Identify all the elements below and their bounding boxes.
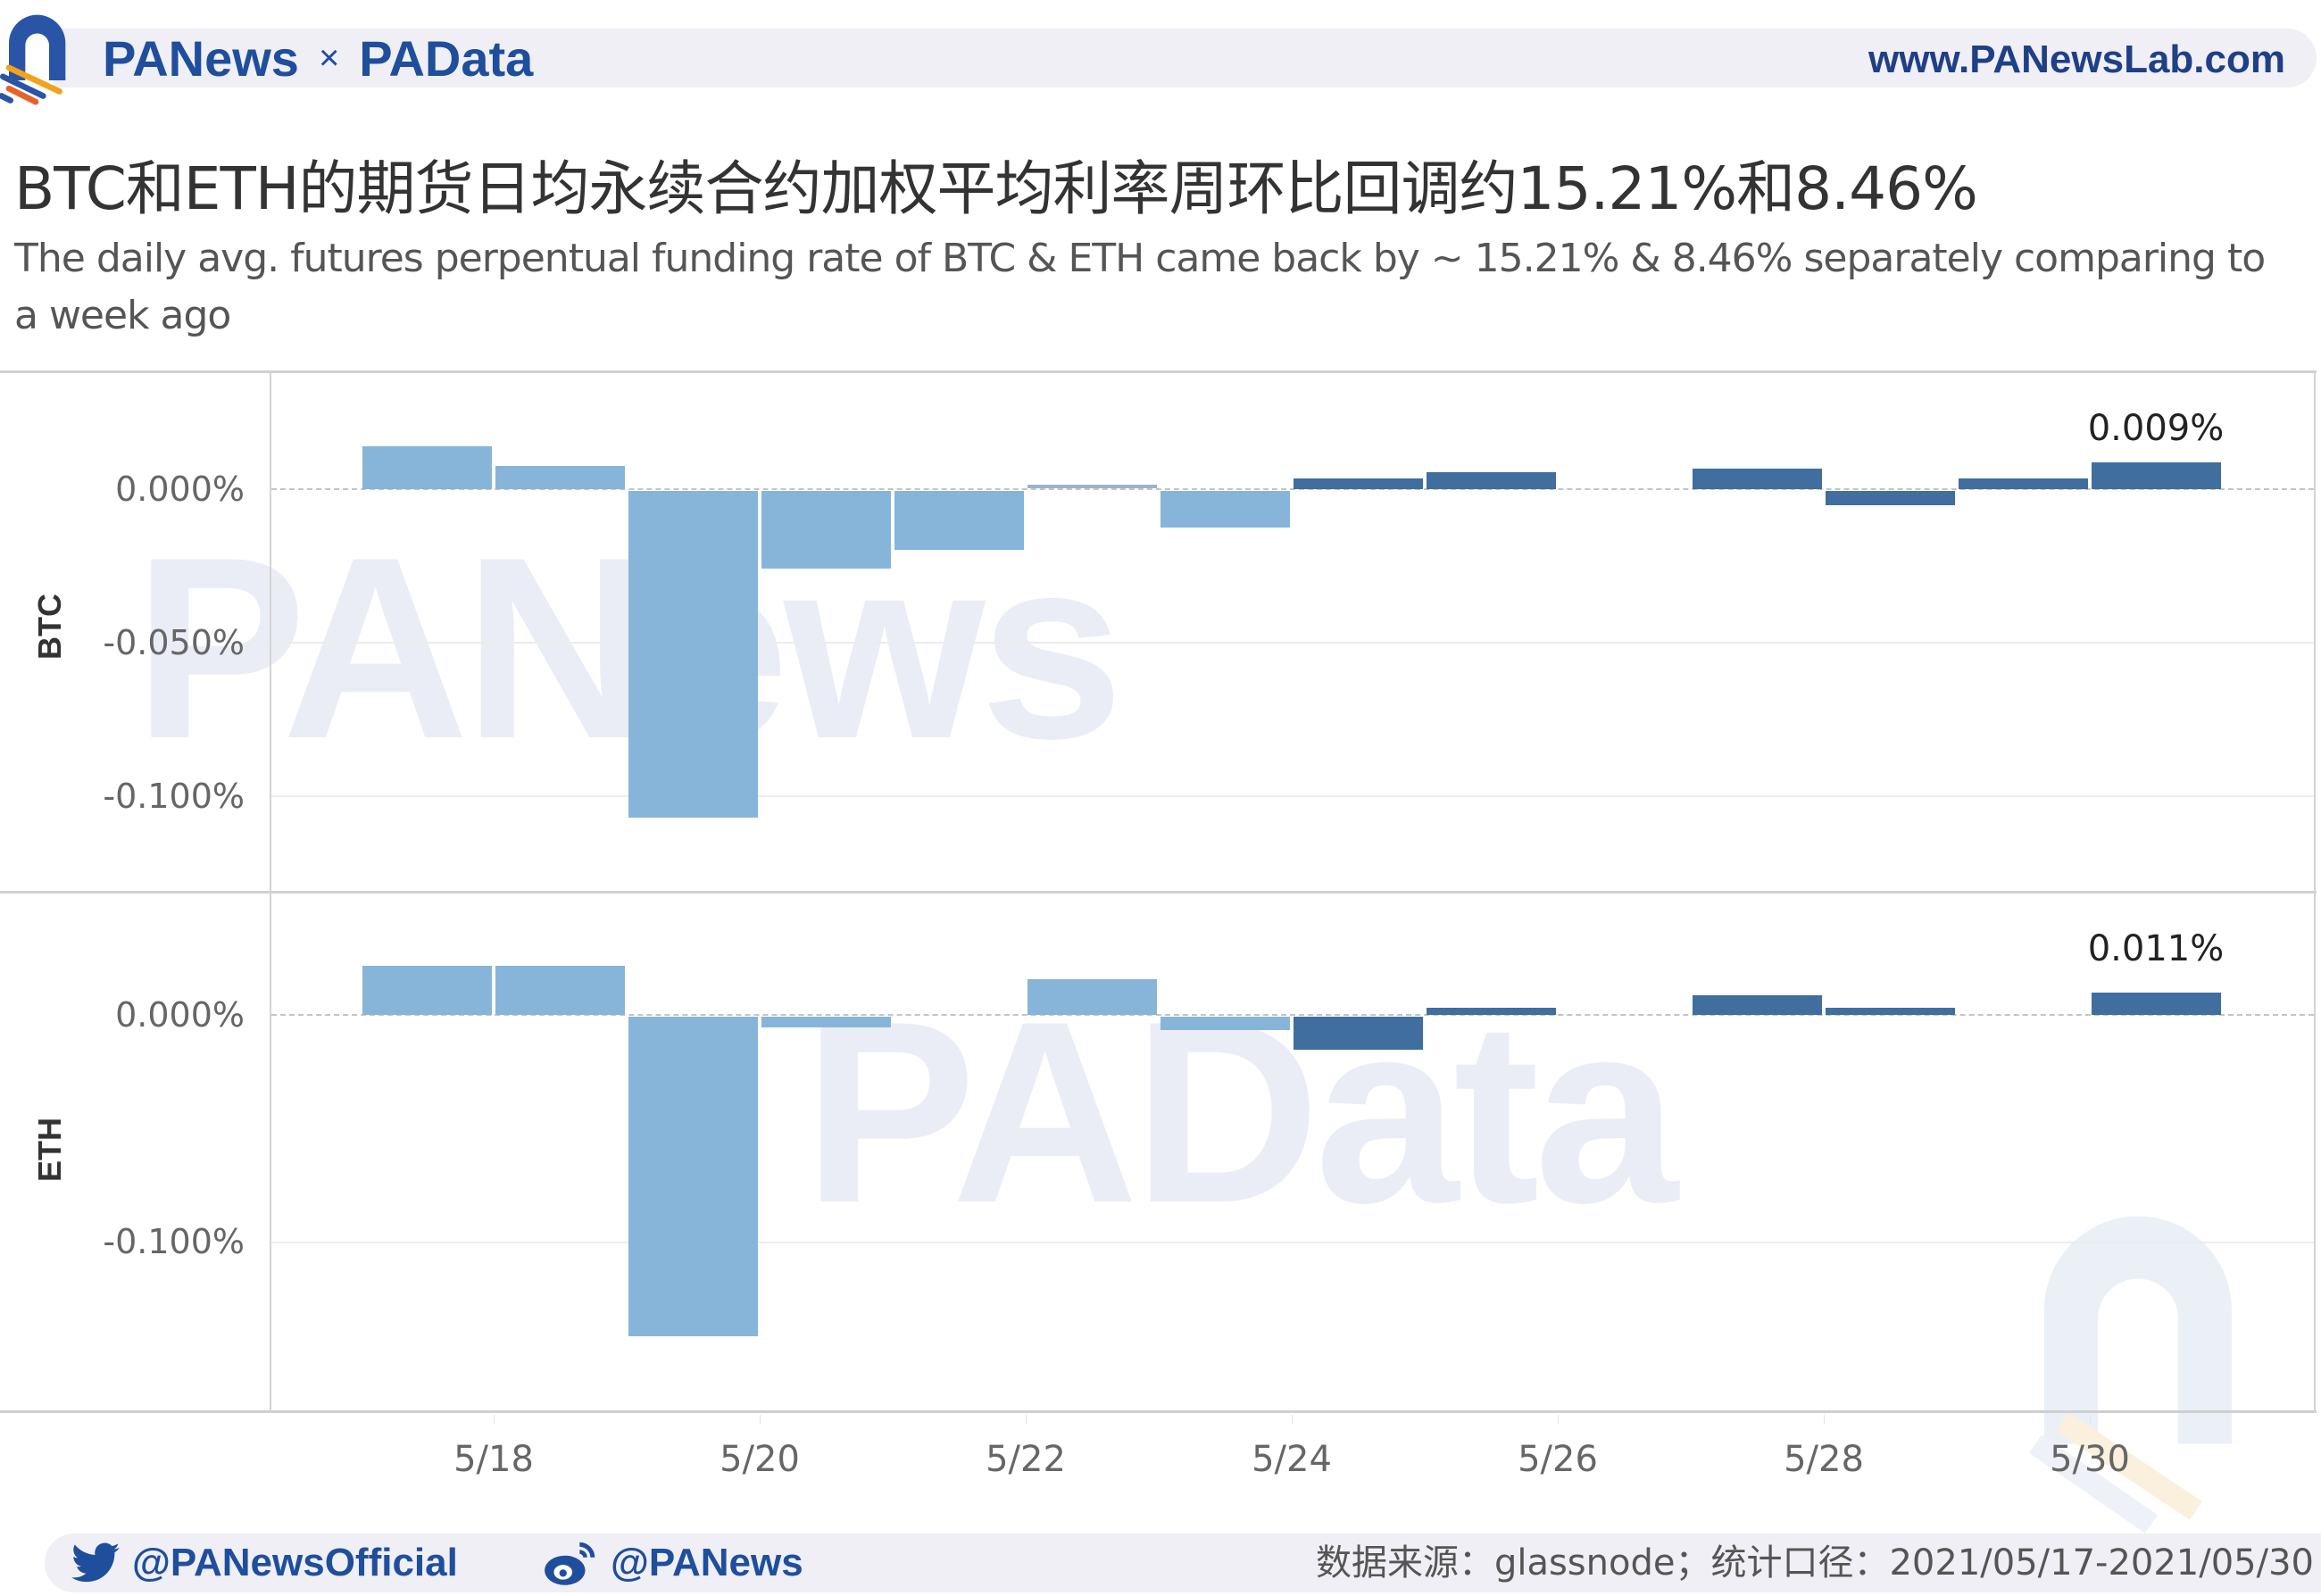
brand-title: PANews × PAData bbox=[103, 27, 533, 89]
xtick-mark-0522 bbox=[1026, 1415, 1027, 1424]
eth-last-value-label: 0.011% bbox=[2087, 928, 2225, 969]
btc-axis-label: BTC bbox=[31, 594, 68, 660]
xtick-mark-0520 bbox=[760, 1415, 761, 1424]
weibo-handle-text: @PANews bbox=[611, 1541, 803, 1584]
btc-bar-0517[interactable] bbox=[362, 446, 492, 489]
weibo-handle[interactable]: @PANews bbox=[543, 1534, 803, 1592]
twitter-handle-text: @PANewsOfficial bbox=[132, 1541, 458, 1584]
panel-top-border bbox=[0, 370, 2317, 373]
btc-bar-0523[interactable] bbox=[1160, 491, 1290, 528]
eth-bar-0523[interactable] bbox=[1160, 1017, 1290, 1030]
eth-bar-0522[interactable] bbox=[1027, 979, 1157, 1015]
btc-bar-0519[interactable] bbox=[628, 491, 758, 818]
btc-gridline-050 bbox=[271, 642, 2314, 644]
chart-title: BTC和ETH的期货日均永续合约加权平均利率周环比回调约15.21%和8.46% bbox=[14, 154, 1978, 223]
btc-bar-0528[interactable] bbox=[1826, 491, 1955, 505]
eth-bar-0518[interactable] bbox=[495, 966, 625, 1015]
weibo-icon bbox=[545, 1542, 595, 1585]
eth-bar-0528[interactable] bbox=[1826, 1008, 1955, 1015]
xtick-mark-0526 bbox=[1558, 1415, 1559, 1424]
btc-bar-0521[interactable] bbox=[894, 491, 1024, 550]
btc-bar-0520[interactable] bbox=[761, 491, 891, 569]
btc-bar-0518[interactable] bbox=[495, 466, 625, 489]
xtick-mark-0530 bbox=[2090, 1415, 2091, 1424]
panel-divider bbox=[0, 891, 2317, 894]
y-axis-line bbox=[270, 370, 271, 1413]
btc-bar-0524[interactable] bbox=[1294, 478, 1423, 489]
footer-band bbox=[45, 1534, 2321, 1592]
site-url: www.PANewsLab.com bbox=[1868, 37, 2285, 81]
btc-bar-0525[interactable] bbox=[1427, 472, 1556, 489]
xtick-mark-0528 bbox=[1824, 1415, 1825, 1424]
btc-bar-0530[interactable] bbox=[2092, 462, 2221, 489]
xtick-0530: 5/30 bbox=[2050, 1439, 2130, 1480]
xtick-mark-0524 bbox=[1292, 1415, 1293, 1424]
xtick-0524: 5/24 bbox=[1252, 1439, 1332, 1480]
twitter-handle[interactable]: @PANewsOfficial bbox=[71, 1534, 458, 1592]
eth-zero-line bbox=[271, 1014, 2314, 1016]
eth-bar-0519[interactable] bbox=[628, 1017, 758, 1336]
xtick-0526: 5/26 bbox=[1518, 1439, 1598, 1480]
btc-bar-0522[interactable] bbox=[1027, 485, 1157, 488]
eth-ytick-0: 0.000% bbox=[115, 995, 245, 1035]
btc-ytick-2: -0.100% bbox=[103, 777, 245, 816]
btc-bar-0527[interactable] bbox=[1693, 469, 1822, 489]
brand-separator: × bbox=[318, 37, 340, 78]
brand-padata: PAData bbox=[359, 29, 534, 87]
eth-bar-0530[interactable] bbox=[2092, 993, 2221, 1015]
eth-bar-0525[interactable] bbox=[1427, 1008, 1556, 1015]
eth-bar-0527[interactable] bbox=[1693, 995, 1822, 1015]
xtick-0522: 5/22 bbox=[986, 1439, 1066, 1480]
panews-logo-icon bbox=[0, 14, 66, 105]
btc-ytick-1: -0.050% bbox=[103, 623, 245, 662]
xtick-mark-0518 bbox=[494, 1415, 495, 1424]
xtick-0528: 5/28 bbox=[1784, 1439, 1864, 1480]
btc-zero-line bbox=[271, 488, 2314, 490]
btc-last-value-label: 0.009% bbox=[2087, 408, 2225, 449]
brand-panews: PANews bbox=[103, 29, 299, 87]
btc-bar-0529[interactable] bbox=[1959, 478, 2088, 489]
eth-bar-0520[interactable] bbox=[761, 1017, 891, 1027]
data-source-note: 数据来源：glassnode；统计口径：2021/05/17-2021/05/3… bbox=[1315, 1542, 2314, 1584]
chart-subtitle: The daily avg. futures perpentual fundin… bbox=[14, 236, 2266, 338]
twitter-bird-icon bbox=[71, 1542, 120, 1583]
right-border-line bbox=[2314, 370, 2316, 1413]
eth-ytick-1: -0.100% bbox=[103, 1222, 245, 1261]
xtick-0518: 5/18 bbox=[453, 1439, 534, 1480]
chart-area: BTC 0.000% -0.050% -0.100% 0.009% ETH 0.… bbox=[0, 368, 2321, 1413]
eth-axis-label: ETH bbox=[31, 1118, 68, 1182]
xtick-0520: 5/20 bbox=[720, 1439, 800, 1480]
btc-gridline-100 bbox=[271, 795, 2314, 797]
panel-bottom-border bbox=[0, 1410, 2317, 1413]
eth-gridline-100 bbox=[271, 1242, 2314, 1243]
eth-bar-0524[interactable] bbox=[1294, 1017, 1423, 1050]
btc-ytick-0: 0.000% bbox=[115, 470, 245, 509]
eth-bar-0517[interactable] bbox=[362, 966, 492, 1015]
header-band bbox=[54, 29, 2317, 87]
